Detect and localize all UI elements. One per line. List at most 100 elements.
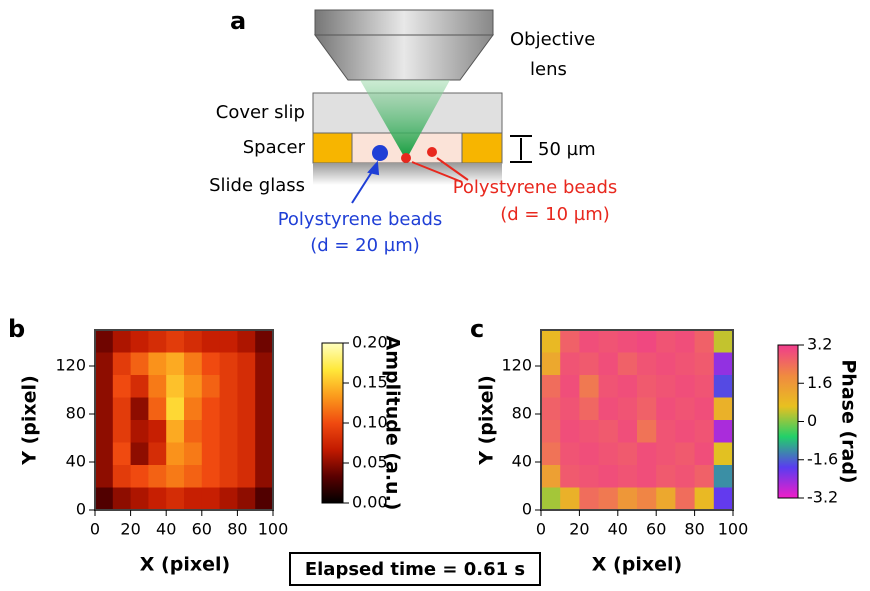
heatmap-cell — [714, 398, 734, 421]
y-tick-label: 0 — [522, 500, 532, 519]
heatmap-cell — [237, 353, 255, 376]
objective-top — [315, 10, 493, 35]
heatmap-cell — [714, 330, 734, 353]
heatmap-cell — [637, 353, 657, 376]
heatmap-cell — [184, 465, 202, 488]
heatmap-cell — [166, 353, 184, 376]
heatmap-cell — [184, 488, 202, 511]
heatmap-cell — [656, 330, 676, 353]
label: (d = 10 µm) — [500, 204, 610, 225]
thickness-bracket — [510, 136, 532, 162]
heatmap-cell — [695, 488, 715, 511]
heatmap-cell — [113, 353, 131, 376]
heatmap-cell — [131, 465, 149, 488]
heatmap-cell — [237, 420, 255, 443]
heatmap-cell — [202, 375, 220, 398]
heatmap-cell — [148, 375, 166, 398]
label: Polystyrene beads — [278, 209, 443, 230]
heatmap-cell — [637, 420, 657, 443]
heatmap-cell — [95, 375, 113, 398]
heatmap-cell — [656, 465, 676, 488]
heatmap-cell — [656, 488, 676, 511]
heatmap-cell — [695, 420, 715, 443]
heatmap-cell — [714, 375, 734, 398]
heatmap-cell — [184, 375, 202, 398]
y-tick-label: 40 — [66, 452, 86, 471]
heatmap-cell — [560, 353, 580, 376]
heatmap-cell — [637, 488, 657, 511]
heatmap-cell — [714, 443, 734, 466]
heatmap-cell — [184, 330, 202, 353]
y-tick-label: 80 — [66, 404, 86, 423]
heatmap-cell — [113, 488, 131, 511]
heatmap-cell — [148, 488, 166, 511]
y-tick-label: 120 — [501, 356, 532, 375]
heatmap-cell — [131, 488, 149, 511]
y-axis-label: Y (pixel) — [476, 375, 498, 466]
heatmap-cell — [237, 443, 255, 466]
x-tick-label: 20 — [120, 520, 140, 539]
heatmap-cell — [255, 353, 273, 376]
heatmap-cell — [599, 465, 619, 488]
heatmap-cell — [618, 420, 638, 443]
colorbar-tick-label: -1.6 — [807, 449, 838, 468]
heatmap-cell — [220, 353, 238, 376]
panel-label: c — [470, 315, 484, 343]
heatmap-cell — [656, 398, 676, 421]
x-tick-label: 100 — [258, 520, 289, 539]
heatmap-cell — [599, 398, 619, 421]
heatmap-cell — [95, 488, 113, 511]
spacer — [313, 133, 352, 163]
heatmap-cell — [695, 375, 715, 398]
y-tick-label: 40 — [512, 452, 532, 471]
x-tick-label: 40 — [156, 520, 176, 539]
heatmap-cell — [675, 375, 695, 398]
heatmap-cell — [675, 398, 695, 421]
heatmap-cell — [220, 398, 238, 421]
bead-small — [401, 153, 411, 163]
x-tick-label: 20 — [569, 520, 589, 539]
label: 50 µm — [538, 139, 596, 160]
heatmap-cell — [131, 330, 149, 353]
heatmap-cell — [148, 353, 166, 376]
heatmap-cell — [560, 398, 580, 421]
heatmap-cell — [579, 443, 599, 466]
heatmap-cell — [202, 420, 220, 443]
heatmap-cell — [637, 330, 657, 353]
heatmap-cell — [675, 420, 695, 443]
heatmap-cell — [166, 375, 184, 398]
heatmap-cell — [579, 488, 599, 511]
heatmap-cell — [579, 330, 599, 353]
heatmap-cell — [113, 330, 131, 353]
x-tick-label: 40 — [608, 520, 628, 539]
heatmap-cell — [618, 375, 638, 398]
heatmap-cell — [220, 420, 238, 443]
heatmap-cell — [220, 330, 238, 353]
heatmap-cell — [148, 330, 166, 353]
y-axis-label: Y (pixel) — [19, 375, 41, 466]
label: Cover slip — [216, 102, 305, 123]
heatmap-cell — [675, 488, 695, 511]
colorbar-label: Phase (rad) — [838, 359, 860, 483]
heatmap-cell — [148, 443, 166, 466]
heatmap-cell — [579, 375, 599, 398]
heatmap-cell — [618, 488, 638, 511]
y-tick-label: 120 — [55, 356, 86, 375]
heatmap-cell — [656, 420, 676, 443]
heatmap-cell — [220, 375, 238, 398]
heatmap-cell — [148, 420, 166, 443]
panel-label: b — [8, 315, 25, 343]
heatmap-cell — [255, 330, 273, 353]
bead-small — [427, 147, 437, 157]
spacer — [462, 133, 502, 163]
heatmap-cell — [541, 398, 561, 421]
heatmap-cell — [541, 420, 561, 443]
heatmap-cell — [220, 465, 238, 488]
heatmap-cell — [131, 375, 149, 398]
heatmap-cell — [166, 330, 184, 353]
heatmap-cell — [579, 420, 599, 443]
heatmap-cell — [637, 398, 657, 421]
heatmap-cell — [166, 443, 184, 466]
heatmap-cell — [166, 398, 184, 421]
heatmap-cell — [166, 488, 184, 511]
